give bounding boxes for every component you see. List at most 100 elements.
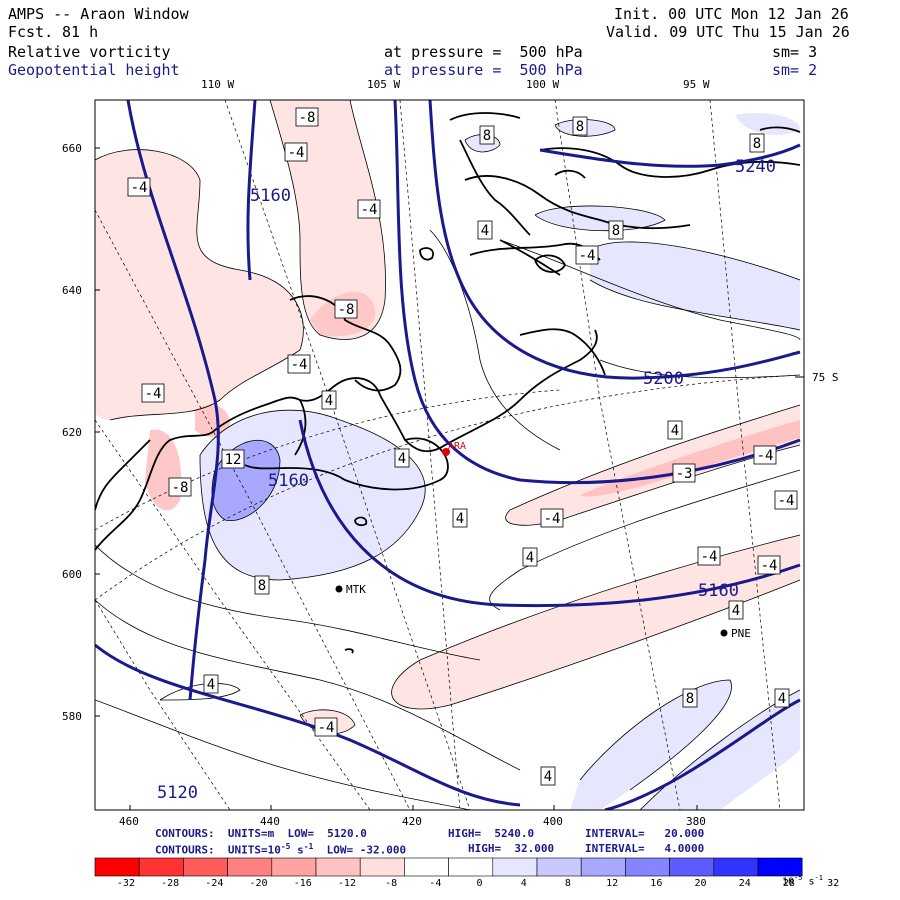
vorticity-label-box: [682, 688, 698, 708]
y-tick-600: 600: [62, 568, 82, 581]
station-marker-pne: [720, 629, 728, 637]
colorbar-label: 0: [476, 878, 483, 889]
vorticity-label-box: [749, 133, 765, 153]
vorticity-label-box: [295, 107, 319, 127]
vorticity-shading: [95, 100, 800, 810]
colorbar-label: 28: [782, 878, 795, 889]
colorbar-label: -32: [116, 878, 135, 889]
vorticity-label-box: [522, 547, 538, 567]
vorticity-label: 4: [544, 769, 552, 785]
vorticity-label: 8: [576, 119, 584, 135]
colorbar: [94, 857, 803, 877]
vorticity-label: 8: [612, 223, 620, 239]
station-label-pne: PNE: [731, 627, 751, 640]
vorticity-label: -8: [338, 302, 355, 318]
vorticity-label-box: [321, 390, 337, 410]
station-marker-mtk: [335, 585, 343, 593]
y-tick-580: 580: [62, 710, 82, 723]
footer-line2-interval: INTERVAL= 4.0000: [585, 842, 705, 855]
x-tick-420: 420: [402, 815, 422, 828]
vorticity-label-box: [141, 383, 165, 403]
station-label-ara: ARA: [448, 441, 466, 452]
vorticity-label: -8: [172, 480, 189, 496]
vorticity-label-box: [168, 477, 192, 497]
lon-label-100w: 100 W: [526, 78, 560, 91]
vorticity-label-box: [452, 508, 468, 528]
vorticity-label-box: [672, 463, 696, 483]
vorticity-label: 4: [456, 511, 464, 527]
vorticity-label: 12: [225, 452, 242, 468]
x-tick-440: 440: [260, 815, 280, 828]
colorbar-segment: [227, 857, 273, 877]
vorticity-label-box: [334, 299, 358, 319]
colorbar-segment: [536, 857, 582, 877]
x-tick-460: 460: [119, 815, 139, 828]
vorticity-label-box: [284, 142, 308, 162]
vorticity-label-box: [394, 448, 410, 468]
colorbar-label: 16: [650, 878, 663, 889]
field2-level: at pressure = 500 hPa: [384, 61, 583, 79]
lon-label-95w: 95 W: [683, 78, 710, 91]
vorticity-label: 8: [483, 128, 491, 144]
vorticity-label-box: [203, 674, 219, 694]
colorbar-units: 10-5 s-1: [782, 874, 823, 888]
map-title: AMPS -- Araon Window: [8, 5, 189, 23]
vorticity-label: 8: [258, 578, 266, 594]
lat-label-75s: 75 S: [812, 371, 839, 384]
x-tick-400: 400: [543, 815, 563, 828]
vorticity-label-box: [540, 766, 556, 786]
colorbar-segment: [138, 857, 184, 877]
vorticity-label: 4: [778, 691, 786, 707]
colorbar-label: -20: [249, 878, 268, 889]
vorticity-label-box: [667, 420, 683, 440]
height-label: 5120: [157, 783, 198, 803]
vorticity-label: 4: [671, 423, 679, 439]
vorticity-label: -4: [291, 357, 308, 373]
colorbar-segment: [359, 857, 405, 877]
x-tick-380: 380: [686, 815, 706, 828]
vorticity-label: 8: [686, 691, 694, 707]
field1-smooth: sm= 3: [772, 43, 818, 61]
colorbar-segment: [669, 857, 715, 877]
vorticity-label: -4: [778, 493, 795, 509]
vorticity-label: -4: [288, 145, 305, 161]
lon-label-105w: 105 W: [367, 78, 401, 91]
colorbar-segment: [315, 857, 361, 877]
footer-line1-prefix: CONTOURS: UNITS=m LOW= 5120.0: [155, 827, 367, 840]
colorbar-label: 20: [694, 878, 707, 889]
vorticity-label: -8: [299, 110, 316, 126]
height-label: 5160: [250, 186, 291, 206]
colorbar-label: -28: [161, 878, 180, 889]
y-tick-660: 660: [62, 142, 82, 155]
field1-name: Relative vorticity: [8, 43, 171, 61]
y-tick-640: 640: [62, 284, 82, 297]
colorbar-segment: [183, 857, 228, 877]
vorticity-label: 4: [481, 223, 489, 239]
colorbar-label: 8: [564, 878, 571, 889]
vorticity-label: -3: [676, 466, 693, 482]
height-label: 5160: [698, 581, 739, 601]
map-frame: [94, 99, 805, 811]
footer-line2-high: HIGH= 32.000: [468, 842, 555, 855]
colorbar-label: -12: [337, 878, 356, 889]
vorticity-label-box: [221, 449, 245, 469]
vorticity-label-box: [314, 717, 338, 737]
vorticity-contours: [95, 100, 801, 810]
vorticity-label: -4: [544, 511, 561, 527]
height-label: 5240: [735, 157, 776, 177]
colorbar-segment: [448, 857, 494, 877]
height-label: 5200: [643, 369, 684, 389]
vorticity-label: 4: [398, 451, 406, 467]
vorticity-label: -4: [145, 386, 162, 402]
vorticity-label-box: [287, 354, 311, 374]
vorticity-label-group: -8 -4 -4 8 8 8 4 -4 -8 -4 -4 4 4 12 8 -8 4 -4 4 8 -4 -4 4 4 -4 -4…: [127, 107, 798, 786]
field2-name: Geopotential height: [8, 61, 180, 79]
footer-line1-high: HIGH= 5240.0: [448, 827, 535, 840]
coastline: [95, 112, 801, 654]
station-marker-ara: [442, 448, 450, 456]
forecast-label: Fcst.: [8, 23, 54, 41]
colorbar-label: -4: [429, 878, 442, 889]
vorticity-label: -4: [757, 448, 774, 464]
vorticity-label: 4: [526, 550, 534, 566]
